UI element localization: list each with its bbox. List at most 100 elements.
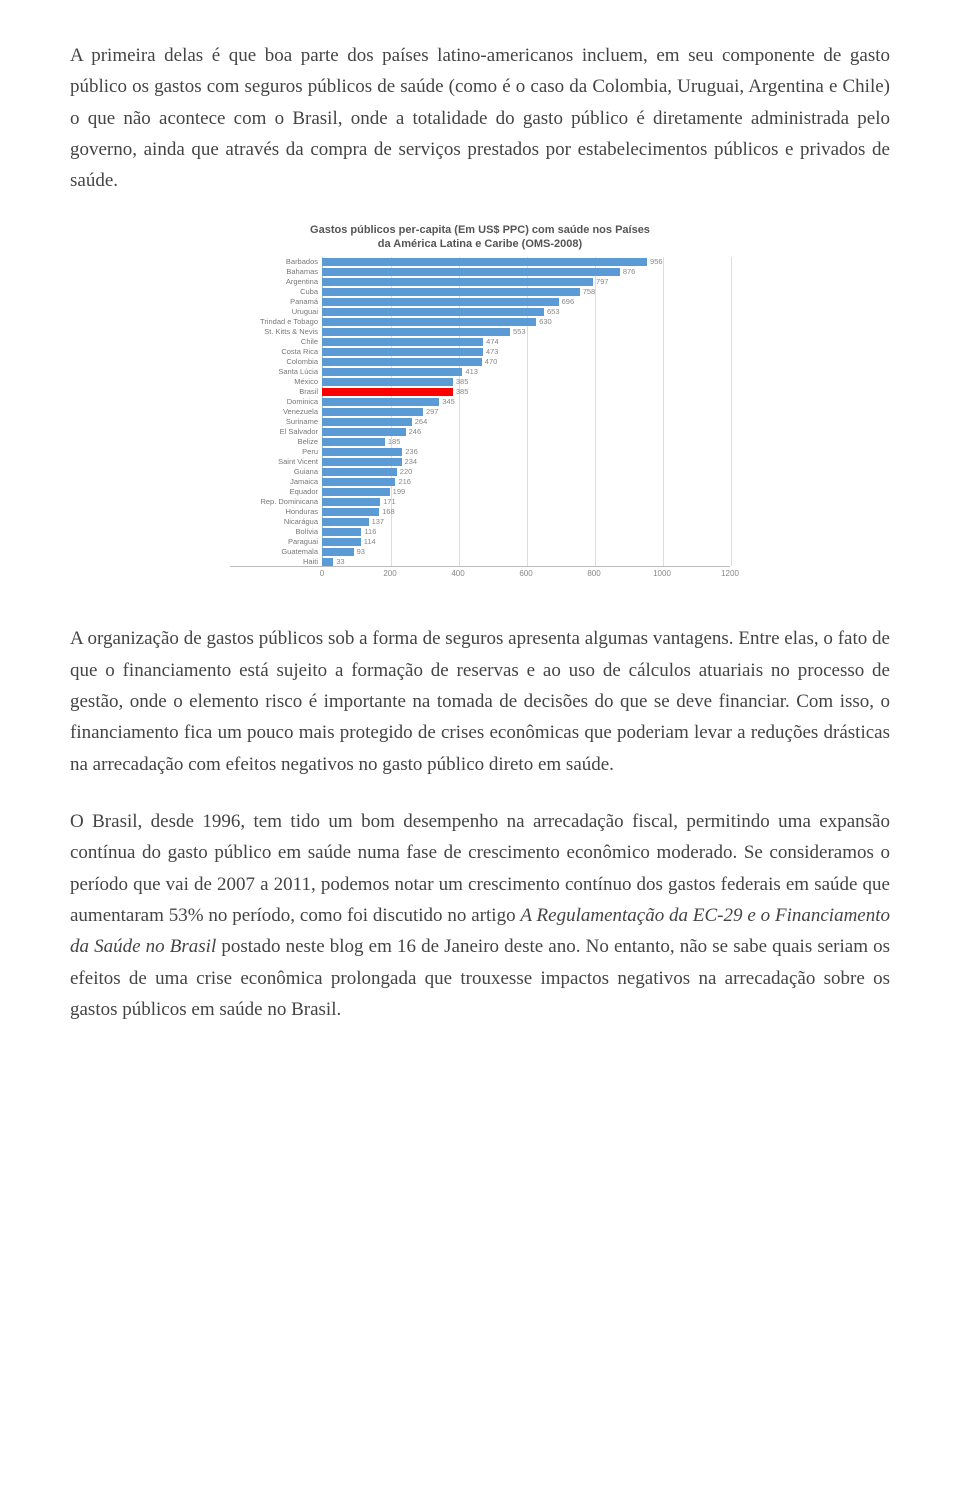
chart-value-label: 93 [357, 548, 365, 556]
chart-row: Dominica 345 [230, 397, 730, 407]
chart-row: Bahamas876 [230, 267, 730, 277]
chart-y-label: Trindad e Tobago [230, 317, 318, 327]
chart-value-label: 385 [456, 388, 469, 396]
chart-title-line2: da América Latina e Caribe (OMS-2008) [378, 238, 582, 250]
chart-row: Equador199 [230, 487, 730, 497]
chart-y-label: Costa Rica [230, 347, 318, 357]
chart-bar [322, 528, 361, 536]
chart-bar [322, 478, 395, 486]
chart-row: Jamaica 216 [230, 477, 730, 487]
chart-plot-area: Barbados956Bahamas876Argentina 797 Cuba 758… [230, 257, 730, 567]
chart-value-label: 345 [442, 398, 455, 406]
chart-y-label: Guatemala [230, 547, 318, 557]
chart-y-label: Bolívia [230, 527, 318, 537]
chart-bar [322, 538, 361, 546]
chart-bar [322, 318, 536, 326]
chart-value-label: 413 [465, 368, 478, 376]
chart-bar [322, 458, 402, 466]
chart-value-label: 171 [383, 498, 396, 506]
chart-x-tick: 800 [587, 569, 600, 578]
chart-row: Panamá696 [230, 297, 730, 307]
chart-value-label: 199 [393, 488, 406, 496]
chart-bar [322, 288, 580, 296]
chart-row: Trindad e Tobago 630 [230, 317, 730, 327]
chart-y-label: Uruguai [230, 307, 318, 317]
chart-bar [322, 508, 379, 516]
chart-bar [322, 368, 462, 376]
chart-bar [322, 548, 354, 556]
chart-y-label: Jamaica [230, 477, 318, 487]
chart-y-label: Santa Lúcia [230, 367, 318, 377]
chart-bar [322, 398, 439, 406]
chart-y-label: Chile [230, 337, 318, 347]
chart-value-label: 758 [583, 288, 596, 296]
chart-value-label: 33 [336, 558, 344, 566]
chart-row: Nicarágua 137 [230, 517, 730, 527]
chart-value-label: 630 [539, 318, 552, 326]
chart-value-label: 385 [456, 378, 469, 386]
chart-value-label: 216 [398, 478, 411, 486]
chart-value-label: 185 [388, 438, 401, 446]
chart-bar [322, 448, 402, 456]
chart-value-label: 220 [400, 468, 413, 476]
chart-bar [322, 278, 593, 286]
chart-bar [322, 488, 390, 496]
chart-value-label: 473 [486, 348, 499, 356]
chart-y-label: Peru [230, 447, 318, 457]
chart-y-label: Barbados [230, 257, 318, 267]
chart-value-label: 114 [364, 538, 376, 546]
chart-bar [322, 418, 412, 426]
chart-y-label: Nicarágua [230, 517, 318, 527]
chart-row: Rep. Dominicana171 [230, 497, 730, 507]
chart-value-label: 137 [372, 518, 385, 526]
chart-x-axis: 020040060080010001200 [230, 567, 730, 583]
chart-row: Brasil 385 [230, 387, 730, 397]
chart-y-label: Honduras [230, 507, 318, 517]
chart-value-label: 168 [382, 508, 395, 516]
chart-x-tick: 200 [383, 569, 396, 578]
paragraph-3: O Brasil, desde 1996, tem tido um bom de… [70, 806, 890, 1025]
chart-value-label: 553 [513, 328, 526, 336]
chart-row: Venezuela297 [230, 407, 730, 417]
chart-row: Paraguai114 [230, 537, 730, 547]
chart-bar [322, 358, 482, 366]
chart-row: Barbados956 [230, 257, 730, 267]
chart-y-label: Argentina [230, 277, 318, 287]
chart-row: Guatemala 93 [230, 547, 730, 557]
chart-container: Gastos públicos per-capita (Em US$ PPC) … [230, 223, 730, 584]
chart-y-label: El Salvador [230, 427, 318, 437]
chart-y-label: Brasil [230, 387, 318, 397]
chart-row: Suriname264 [230, 417, 730, 427]
chart-y-label: Dominica [230, 397, 318, 407]
chart-value-label: 797 [596, 278, 609, 286]
chart-bar [322, 498, 380, 506]
chart-value-label: 297 [426, 408, 439, 416]
chart-row: Guiana220 [230, 467, 730, 477]
chart-bar [322, 308, 544, 316]
chart-bar [322, 518, 369, 526]
chart-bar [322, 298, 559, 306]
chart-row: Chile474 [230, 337, 730, 347]
chart-row: Haiti33 [230, 557, 730, 567]
chart-bar [322, 328, 510, 336]
chart-y-label: Bahamas [230, 267, 318, 277]
chart-row: Argentina 797 [230, 277, 730, 287]
chart-y-label: St. Kitts & Nevis [230, 327, 318, 337]
chart-row: Saint Vicent234 [230, 457, 730, 467]
chart-x-tick: 1000 [653, 569, 671, 578]
chart-y-label: Panamá [230, 297, 318, 307]
chart-value-label: 236 [405, 448, 418, 456]
chart-value-label: 246 [409, 428, 422, 436]
chart-bar [322, 388, 453, 396]
chart-row: Cuba 758 [230, 287, 730, 297]
chart-bar [322, 378, 453, 386]
chart-value-label: 653 [547, 308, 560, 316]
document-page: A primeira delas é que boa parte dos paí… [0, 0, 960, 1091]
chart-y-label: Belize [230, 437, 318, 447]
chart-y-label: México [230, 377, 318, 387]
chart-y-label: Cuba [230, 287, 318, 297]
chart-bar [322, 558, 333, 566]
paragraph-1: A primeira delas é que boa parte dos paí… [70, 40, 890, 197]
chart-bar [322, 468, 397, 476]
chart-x-tick: 1200 [721, 569, 739, 578]
